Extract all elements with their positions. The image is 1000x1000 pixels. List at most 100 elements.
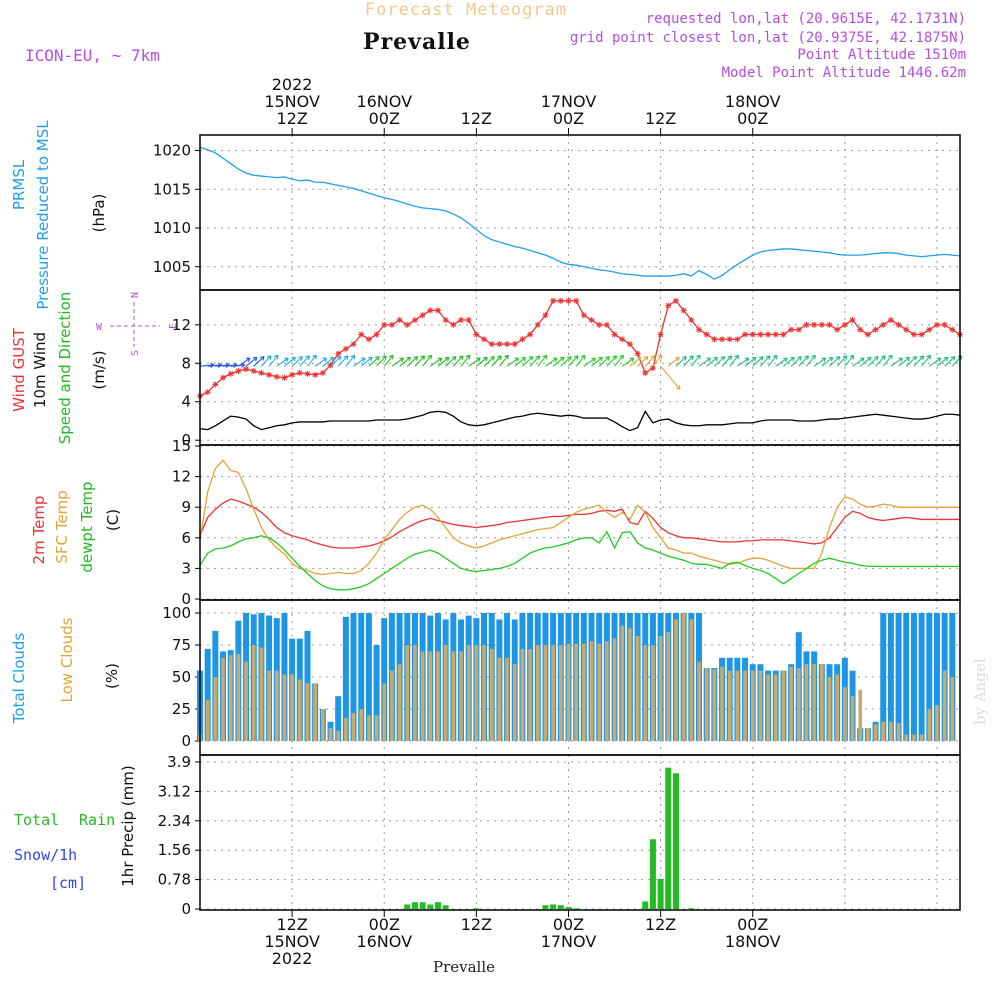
wind-arrow [905, 356, 917, 367]
gust-marker [941, 321, 948, 328]
wind-arrowhead [567, 356, 572, 361]
gust-marker [458, 317, 465, 324]
wind-arrow [760, 355, 771, 367]
wind-arrowhead [284, 357, 289, 363]
bar-low-clouds [244, 661, 248, 741]
gust-marker [580, 312, 587, 319]
gust-marker [588, 317, 595, 324]
bar-low-clouds [367, 715, 371, 741]
bar-low-clouds [589, 641, 594, 741]
label-total: Total [14, 811, 59, 829]
bar-low-clouds [251, 645, 256, 741]
gust-marker [235, 367, 242, 374]
time-label-top: 2022 [272, 75, 313, 94]
pressure-labels: PRMSL Pressure Reduced to MSL (hPa) [10, 120, 108, 310]
wind-arrowhead [259, 356, 265, 361]
wind-arrow [522, 356, 534, 367]
wind-arrowhead [859, 357, 865, 363]
bar-low-clouds [559, 645, 563, 741]
wind-arrowhead [504, 354, 509, 360]
bar-low-clouds [704, 668, 709, 741]
footer-location: Prevalle [433, 958, 495, 976]
panels: 1005101010151020048120369121502550751000… [153, 134, 963, 918]
bar-low-clouds [712, 669, 717, 741]
wind-arrowhead [912, 356, 918, 361]
gust-marker [665, 302, 672, 309]
bar-low-clouds [912, 734, 916, 741]
y-tick-label: 0.78 [158, 871, 191, 889]
gust-marker [626, 341, 633, 348]
wind-arrowhead [399, 357, 404, 363]
gust-marker [765, 331, 772, 338]
gust-marker [688, 317, 695, 324]
bar-total-clouds [933, 613, 940, 741]
wind-labels: Wind GUST 10m Wind Speed and Direction (… [10, 292, 179, 445]
wind-arrowhead [713, 356, 719, 362]
gust-marker [388, 321, 395, 328]
bar-low-clouds [896, 723, 901, 741]
bar-low-clouds [666, 632, 671, 741]
wind-arrowhead [252, 356, 258, 362]
y-tick-label: 75 [172, 636, 191, 654]
y-tick-label: 1020 [153, 142, 191, 160]
bar-low-clouds [927, 709, 932, 741]
gust-marker [841, 321, 848, 328]
wind-arrowhead [751, 356, 757, 362]
bar-low-clouds [620, 625, 625, 741]
wind-arrowhead [943, 356, 949, 362]
label-percent: (%) [103, 663, 121, 689]
time-label-bottom: 12Z [461, 915, 492, 934]
wind-arrow [261, 355, 272, 367]
wind-arrow [875, 355, 886, 367]
bar-low-clouds [796, 668, 801, 741]
gust-marker [358, 331, 365, 338]
wind-arrowhead [772, 354, 778, 360]
wind-arrow [215, 364, 230, 367]
wind-arrow [882, 354, 893, 367]
gust-marker [511, 341, 518, 348]
wind-arrowhead [804, 355, 809, 360]
gust-marker [296, 369, 303, 376]
y-tick-label: 1015 [153, 180, 191, 198]
bar-low-clouds [743, 670, 747, 741]
compass-e: E [168, 323, 179, 329]
gust-marker [788, 326, 795, 333]
bar-low-clouds [420, 651, 425, 741]
bar-low-clouds [274, 670, 279, 741]
bar-total [672, 773, 679, 909]
gust-marker [611, 331, 618, 338]
gust-marker [903, 326, 910, 333]
bar-low-clouds [259, 647, 264, 741]
bar-low-clouds [382, 683, 387, 741]
bar-total [404, 904, 411, 909]
bar-low-clouds [651, 645, 655, 741]
bar-low-clouds [612, 638, 617, 741]
label-10m-wind: 10m Wind [31, 332, 49, 408]
bar-low-clouds [804, 664, 809, 741]
wind-arrowhead [765, 355, 771, 360]
label-sfc-temp: SFC Temp [53, 490, 71, 563]
bar-low-clouds [820, 664, 824, 741]
gust-marker [680, 307, 687, 314]
wind-arrowhead [329, 356, 335, 362]
wind-arrow [583, 357, 596, 367]
bar-low-clouds [889, 721, 893, 741]
y-tick-label: 3.9 [167, 753, 191, 771]
bar-low-clouds [290, 674, 294, 741]
bar-low-clouds [535, 645, 540, 741]
bar-low-clouds [773, 674, 778, 741]
wind-arrowhead [266, 355, 272, 360]
wind-arrow [345, 354, 356, 367]
bar-total [649, 839, 656, 909]
wind-arrowhead [336, 356, 342, 361]
bar-low-clouds [658, 636, 663, 741]
bar-low-clouds [213, 677, 218, 741]
wind-arrow [690, 354, 701, 367]
bar-total-clouds [910, 613, 917, 741]
bar-total-clouds [381, 618, 388, 741]
wind-arrow [429, 357, 443, 367]
time-label-top: 17NOV [541, 92, 597, 111]
bar-low-clouds [904, 734, 909, 741]
